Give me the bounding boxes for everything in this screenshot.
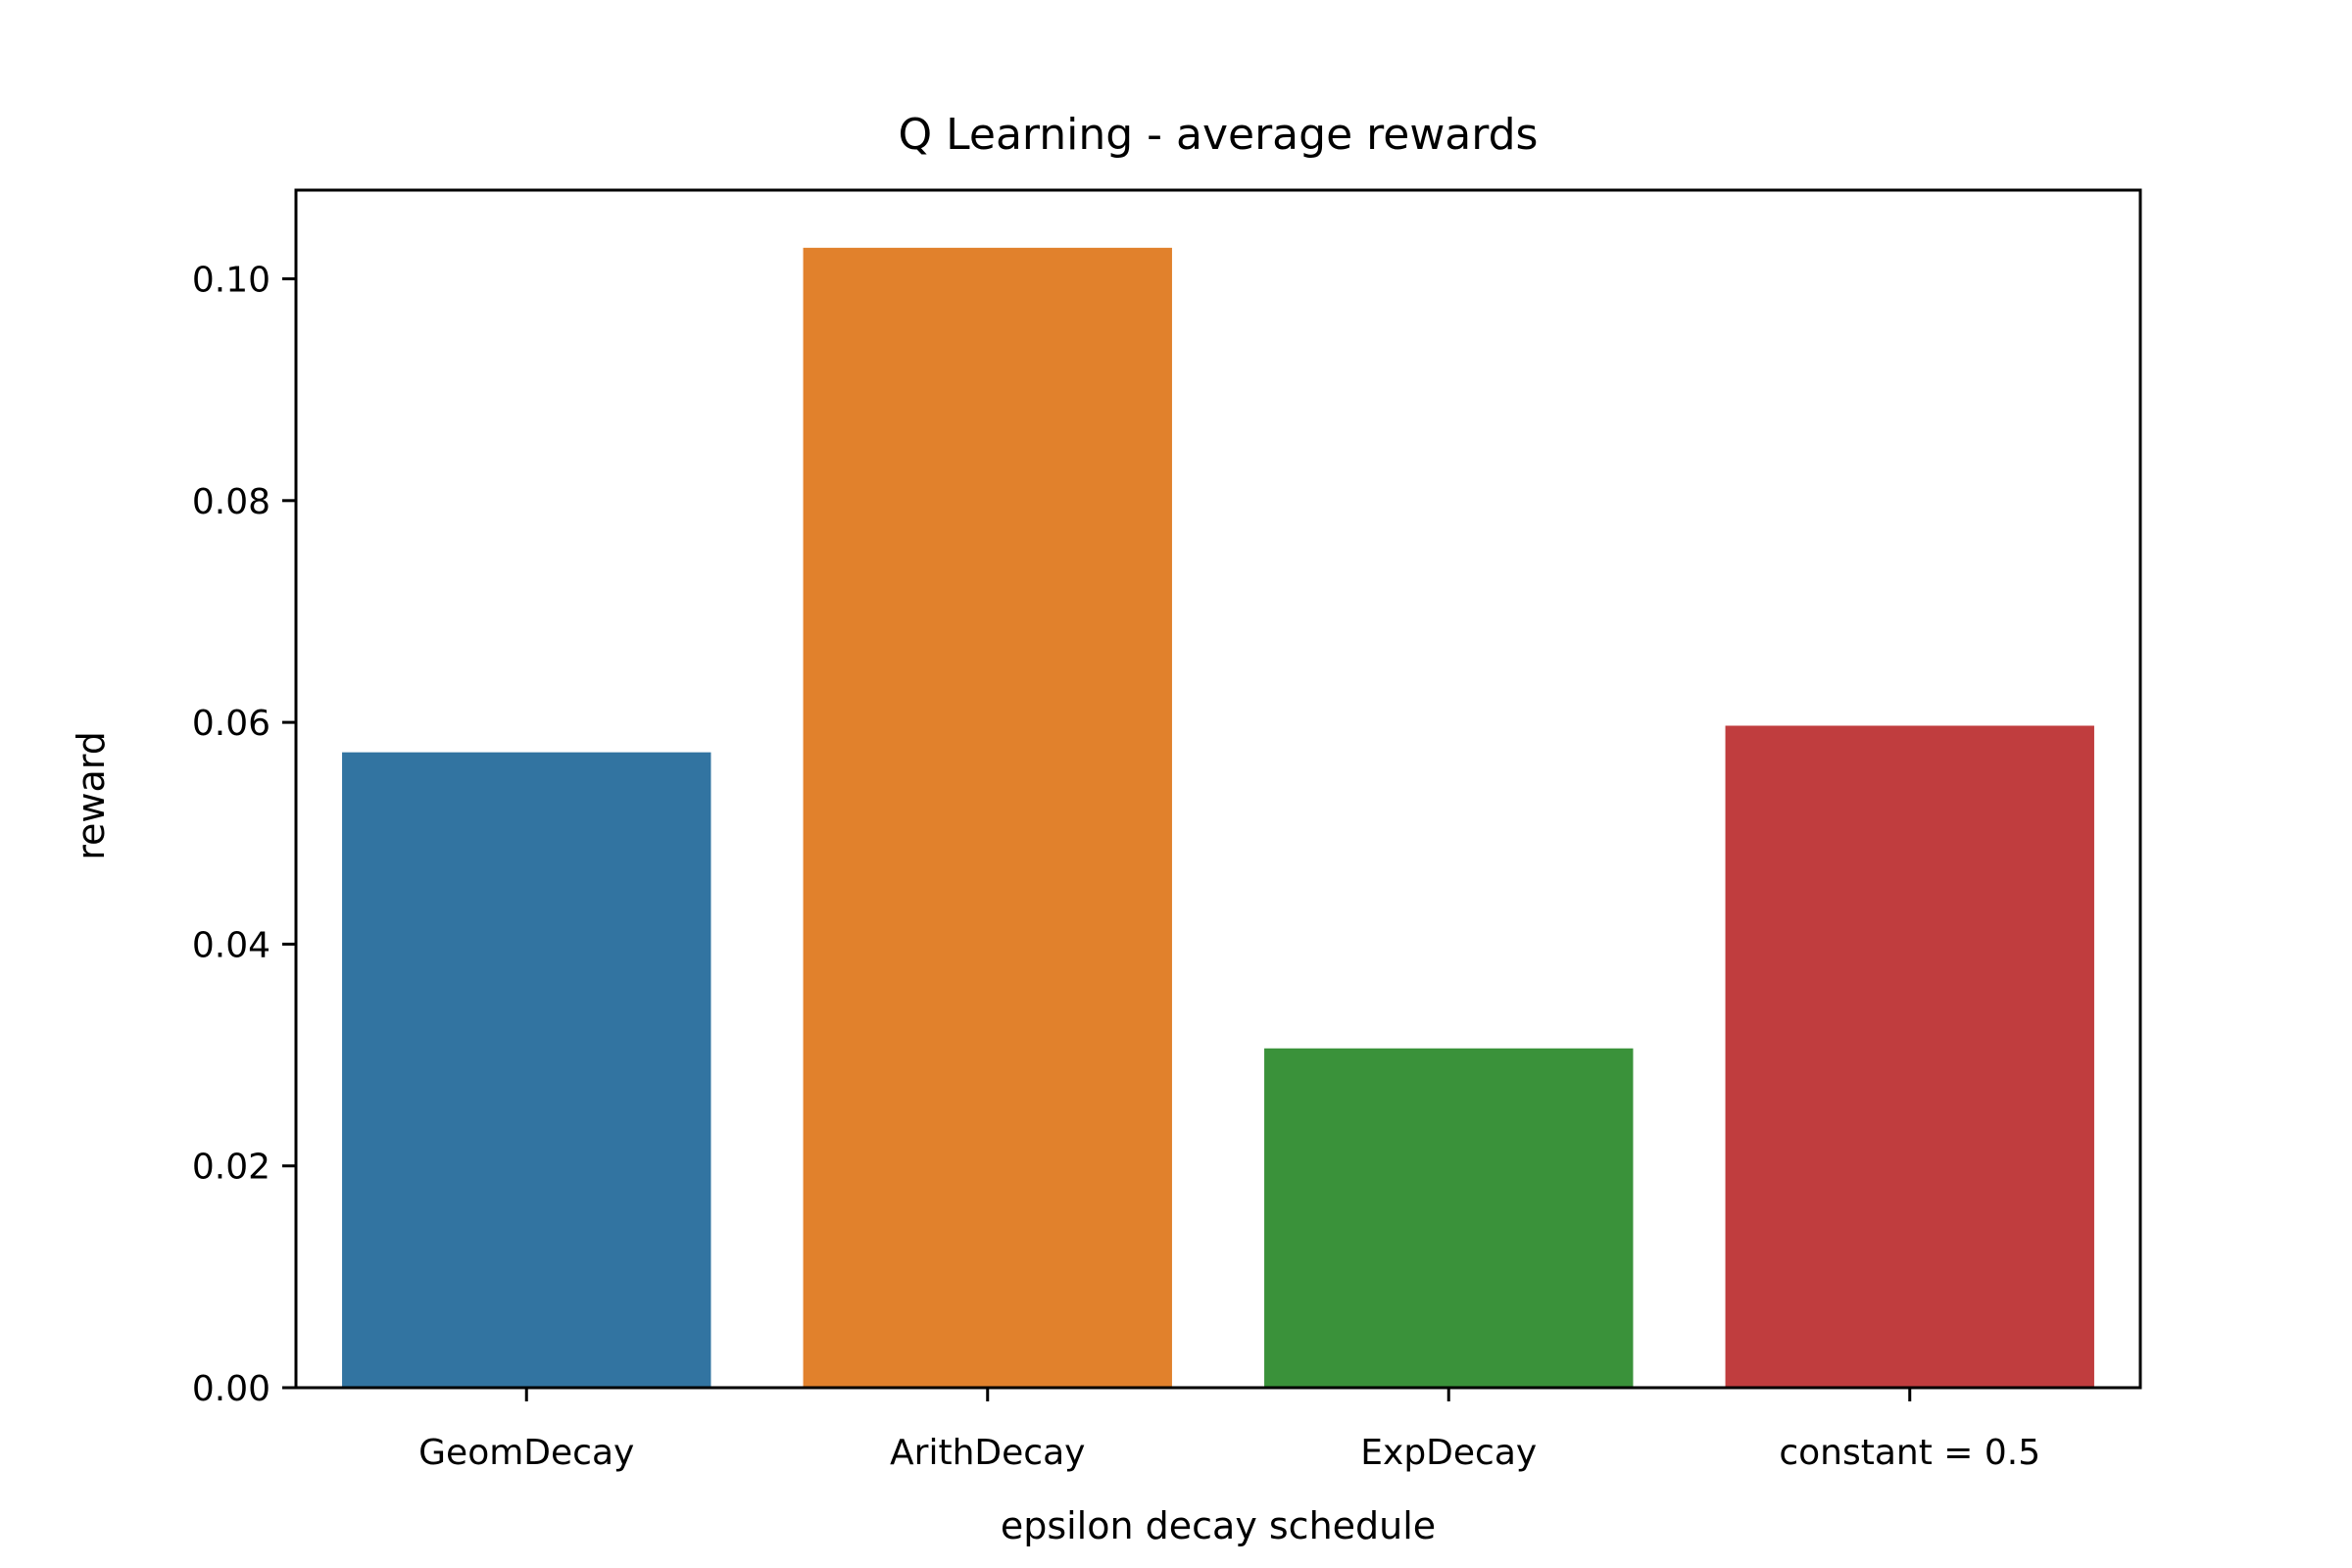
bars-group [342, 247, 2094, 1388]
y-tick-label: 0.08 [192, 482, 270, 522]
bar [803, 247, 1172, 1388]
chart-title: Q Learning - average rewards [899, 110, 1539, 160]
x-tick-label: constant = 0.5 [1779, 1433, 2040, 1473]
x-axis-label: epsilon decay schedule [1001, 1504, 1436, 1547]
y-axis-label: reward [70, 731, 113, 860]
bar [1725, 725, 2094, 1388]
y-tick-label: 0.02 [192, 1148, 270, 1188]
bar [1264, 1048, 1634, 1388]
bar [342, 752, 711, 1388]
y-axis-ticks: 0.00 0.02 0.04 0.06 0.08 0.10 [192, 261, 296, 1409]
x-axis-ticks: GeomDecay ArithDecay ExpDecay constant = 0.… [418, 1388, 2040, 1473]
x-tick-label: ExpDecay [1360, 1433, 1537, 1473]
y-tick-label: 0.04 [192, 925, 270, 965]
y-tick-label: 0.10 [192, 261, 270, 301]
x-tick-label: ArithDecay [890, 1433, 1085, 1473]
x-tick-label: GeomDecay [418, 1433, 634, 1473]
plot-area-frame [294, 188, 2142, 1390]
y-tick-label: 0.06 [192, 704, 270, 744]
y-tick-label: 0.00 [192, 1369, 270, 1409]
